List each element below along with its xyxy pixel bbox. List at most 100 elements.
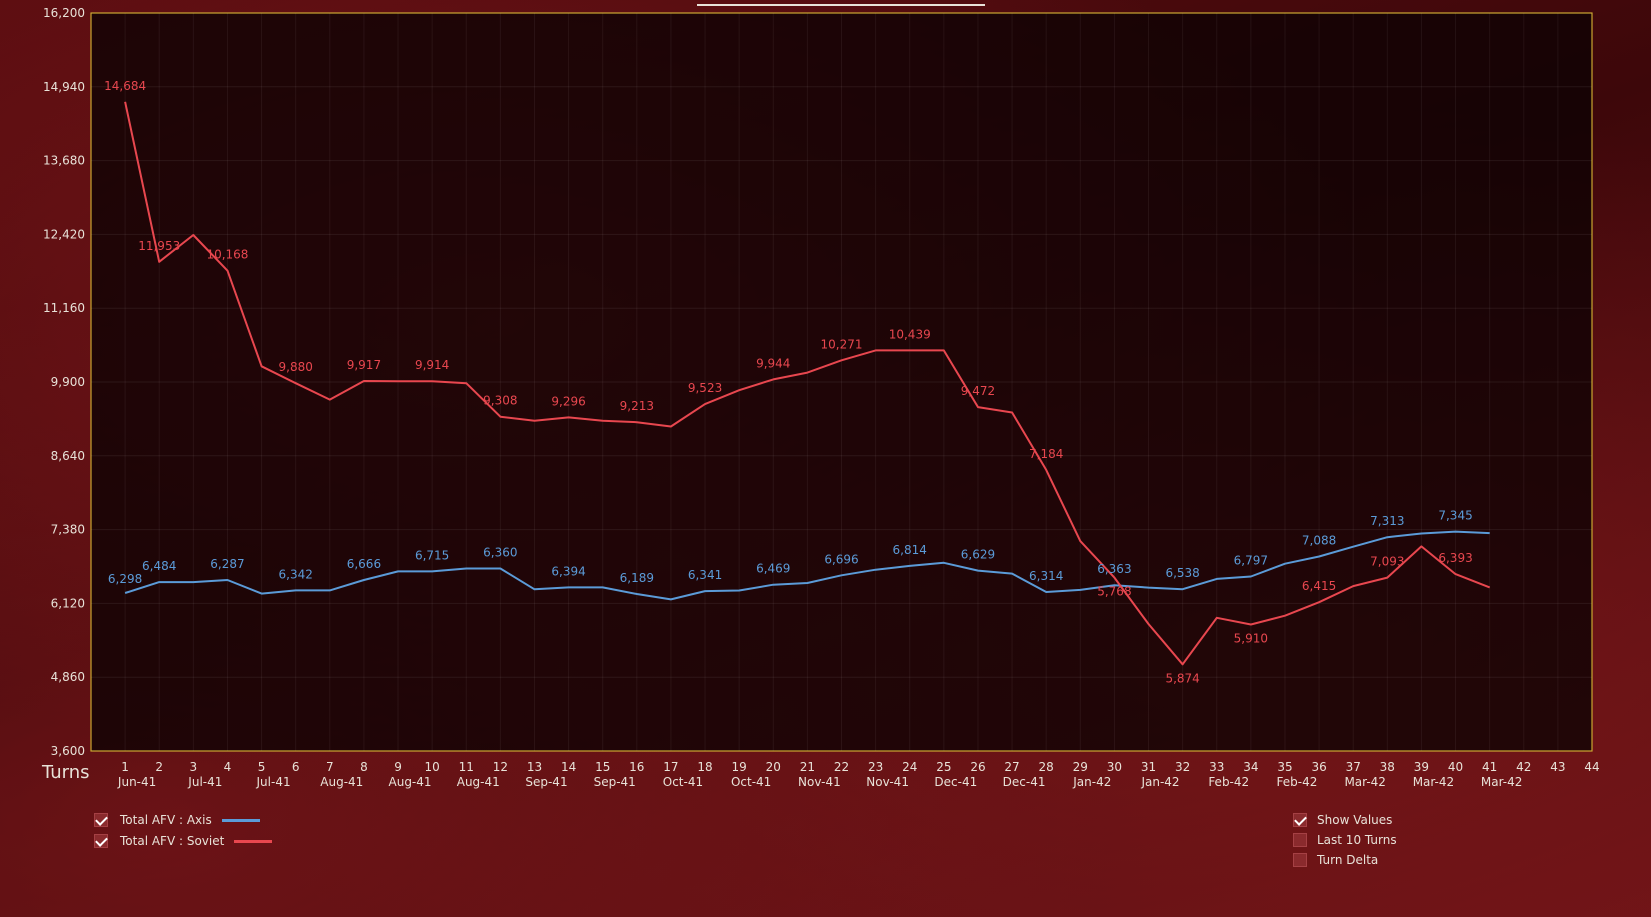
value-label-soviet: 9,472	[961, 384, 995, 398]
value-label-axis: 6,363	[1097, 562, 1131, 576]
value-label-soviet: 5,910	[1234, 631, 1268, 645]
value-label-axis: 7,088	[1302, 534, 1336, 548]
x-tick-label: 29	[1073, 760, 1088, 774]
show-values-label: Show Values	[1317, 813, 1393, 827]
x-date-label: Mar-42	[1344, 775, 1385, 789]
value-label-soviet: 9,296	[551, 394, 585, 408]
x-tick-label: 22	[834, 760, 849, 774]
x-tick-label: 30	[1107, 760, 1122, 774]
value-label-axis: 6,314	[1029, 569, 1063, 583]
x-tick-label: 7	[326, 760, 334, 774]
x-tick-label: 15	[595, 760, 610, 774]
legend-soviet-swatch	[234, 839, 273, 843]
value-label-soviet: 10,168	[206, 248, 248, 262]
option-turn-delta[interactable]: Turn Delta	[1293, 850, 1407, 870]
x-tick-label: 20	[766, 760, 781, 774]
value-label-soviet: 7,184	[1029, 447, 1063, 461]
option-show-values[interactable]: Show Values	[1293, 810, 1407, 830]
x-tick-label: 13	[527, 760, 542, 774]
y-tick-label: 16,200	[43, 6, 85, 20]
legend-item-soviet[interactable]: Total AFV : Soviet	[94, 831, 273, 851]
value-label-soviet: 9,917	[347, 358, 381, 372]
turn-delta-checkbox[interactable]	[1293, 853, 1307, 867]
x-tick-label: 43	[1550, 760, 1565, 774]
x-tick-label: 3	[190, 760, 198, 774]
x-tick-label: 42	[1516, 760, 1531, 774]
value-label-soviet: 7,093	[1370, 555, 1404, 569]
x-tick-label: 31	[1141, 760, 1156, 774]
value-label-soviet: 10,271	[821, 337, 863, 351]
x-tick-label: 39	[1414, 760, 1429, 774]
x-date-label: Dec-41	[1003, 775, 1046, 789]
x-tick-label: 10	[424, 760, 439, 774]
y-tick-label: 12,420	[43, 227, 85, 241]
last-10-turns-label: Last 10 Turns	[1317, 833, 1397, 847]
x-tick-label: 32	[1175, 760, 1190, 774]
legend-soviet-label: Total AFV : Soviet	[120, 834, 225, 848]
x-date-label: Dec-41	[934, 775, 977, 789]
x-date-label: Jan-42	[1140, 775, 1179, 789]
series-line-axis	[124, 530, 1490, 601]
x-tick-label: 40	[1448, 760, 1463, 774]
value-label-soviet: 9,880	[279, 360, 313, 374]
value-label-axis: 6,484	[142, 559, 176, 573]
value-label-axis: 6,666	[347, 557, 381, 571]
legend-item-axis[interactable]: Total AFV : Axis	[94, 810, 272, 830]
x-tick-label: 23	[868, 760, 883, 774]
x-tick-label: 35	[1277, 760, 1292, 774]
y-tick-label: 3,600	[51, 744, 85, 758]
value-label-axis: 6,298	[108, 572, 142, 586]
value-label-axis: 6,394	[551, 564, 585, 578]
x-axis-title: Turns	[42, 762, 90, 783]
x-tick-label: 41	[1482, 760, 1497, 774]
legend-axis-swatch	[221, 818, 260, 822]
x-tick-label: 12	[493, 760, 508, 774]
x-tick-label: 44	[1584, 760, 1599, 774]
x-tick-label: 2	[155, 760, 163, 774]
x-tick-label: 14	[561, 760, 576, 774]
x-date-label: Mar-42	[1413, 775, 1454, 789]
value-label-axis: 6,360	[483, 546, 517, 560]
x-tick-label: 37	[1346, 760, 1361, 774]
legend-soviet-checkbox[interactable]	[94, 834, 108, 848]
x-date-label: Feb-42	[1208, 775, 1249, 789]
x-date-label: Sep-41	[525, 775, 567, 789]
x-date-label: Jul-41	[187, 775, 222, 789]
x-date-label: Feb-42	[1277, 775, 1318, 789]
show-values-checkbox[interactable]	[1293, 813, 1307, 827]
x-tick-label: 17	[663, 760, 678, 774]
x-tick-label: 25	[936, 760, 951, 774]
x-tick-label: 8	[360, 760, 368, 774]
option-last-10-turns[interactable]: Last 10 Turns	[1293, 830, 1407, 850]
x-date-label: Mar-42	[1481, 775, 1522, 789]
y-tick-label: 7,380	[51, 523, 85, 537]
legend-axis-checkbox[interactable]	[94, 813, 108, 827]
x-date-label: Nov-41	[866, 775, 909, 789]
x-date-label: Jan-42	[1072, 775, 1111, 789]
x-tick-label: 28	[1039, 760, 1054, 774]
y-tick-label: 9,900	[51, 375, 85, 389]
y-tick-label: 6,120	[51, 596, 85, 610]
value-label-axis: 6,797	[1234, 553, 1268, 567]
value-label-soviet: 10,439	[889, 327, 931, 341]
x-tick-label: 26	[970, 760, 985, 774]
x-tick-label: 5	[258, 760, 266, 774]
x-tick-label: 34	[1243, 760, 1258, 774]
x-tick-label: 4	[224, 760, 232, 774]
value-label-axis: 6,814	[893, 543, 927, 557]
value-label-axis: 7,345	[1438, 509, 1472, 523]
value-label-axis: 6,342	[279, 567, 313, 581]
x-date-label: Aug-41	[389, 775, 432, 789]
x-date-label: Oct-41	[731, 775, 771, 789]
x-tick-label: 18	[697, 760, 712, 774]
x-date-label: Aug-41	[320, 775, 363, 789]
x-tick-label: 6	[292, 760, 300, 774]
x-date-label: Nov-41	[798, 775, 841, 789]
x-date-label: Jun-41	[117, 775, 156, 789]
x-tick-label: 33	[1209, 760, 1224, 774]
legend-axis-label: Total AFV : Axis	[120, 813, 212, 827]
value-label-axis: 6,715	[415, 548, 449, 562]
y-tick-label: 4,860	[51, 670, 85, 684]
last-10-turns-checkbox[interactable]	[1293, 833, 1307, 847]
chart-options: Show Values Last 10 Turns Turn Delta	[1293, 810, 1407, 870]
